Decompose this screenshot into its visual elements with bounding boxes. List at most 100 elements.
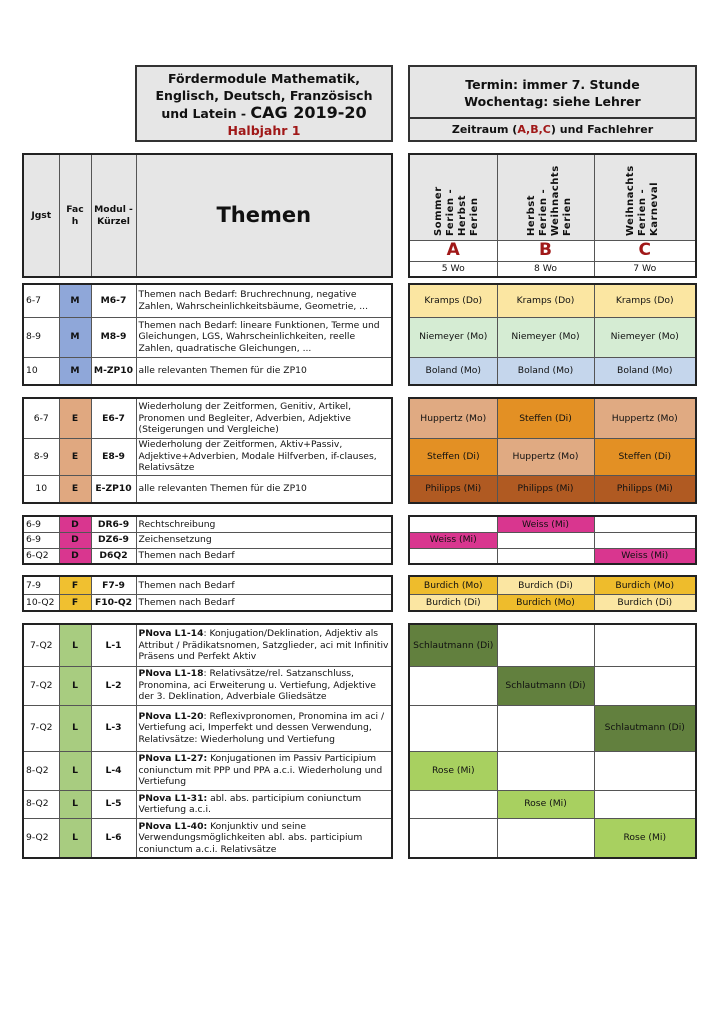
schedule-row: Weiss (Mi) [408,531,697,549]
jgst-cell: 7-Q2 [22,623,60,667]
schedule-row: Philipps (Mi) Philipps (Mi) Philipps (Mi) [408,474,697,504]
teacher-cell-c: Huppertz (Mo) [593,397,697,439]
modul-cell: E-ZP10 [90,474,137,504]
themen-text: alle relevanten Themen für die ZP10 [138,365,307,376]
teacher-cell-a: Philipps (Mi) [408,474,498,504]
fach-cell: E [58,397,92,439]
jgst-cell: 9-Q2 [22,817,60,859]
schedule-row: Weiss (Mi) [408,515,697,533]
module-row: 8-9 E E8-9 Wiederholung der Zeitformen, … [22,437,393,476]
jgst-cell: 6-Q2 [22,547,60,565]
period-a-name: Sommer Ferien - Herbst Ferien [433,186,481,237]
teacher-cell-c: Philipps (Mi) [593,474,697,504]
teacher-cell-c [593,789,697,819]
schedule-row: Niemeyer (Mo) Niemeyer (Mo) Niemeyer (Mo) [408,316,697,358]
right-header-table: Sommer Ferien - Herbst Ferien Herbst Fer… [408,153,697,278]
module-row: 8-Q2 L L-4 PNova L1-27: Konjugationen im… [22,750,393,791]
modul-cell: L-4 [90,750,137,791]
jgst-cell: 6-9 [22,531,60,549]
themen-text: abl. abs. participium coniunctum Vertief… [138,792,362,816]
module-row: 6-7 E E6-7 Wiederholung der Zeitformen, … [22,397,393,439]
fach-cell: E [58,437,92,476]
themen-cell: Themen nach Bedarf: Bruchrechnung, negat… [135,283,393,318]
themen-cell: Wiederholung der Zeitformen, Genitiv, Ar… [135,397,393,439]
title-box: Fördermodule Mathematik, Englisch, Deuts… [135,65,393,142]
title-subtitle: Halbjahr 1 [227,123,301,138]
teacher-cell-a: Huppertz (Mo) [408,397,498,439]
header-fach: Fac h [58,153,92,278]
themen-bold: PNova L1-31: [138,792,208,804]
teacher-cell-b: Rose (Mi) [496,789,595,819]
themen-cell: PNova L1-18: Relativsätze/rel. Satzansch… [135,665,393,706]
title-line-3-text: und Latein - [161,106,251,121]
themen-bold: PNova L1-40: [138,820,208,832]
modul-cell: L-6 [90,817,137,859]
teacher-cell-c [593,623,697,667]
modul-cell: M6-7 [90,283,137,318]
themen-text: Wiederholung der Zeitformen, Aktiv+Passi… [138,439,377,474]
module-row: 10 E E-ZP10 alle relevanten Themen für d… [22,474,393,504]
header-jgst: Jgst [22,153,60,278]
themen-bold: PNova L1-14 [138,628,204,639]
title-line-2: Englisch, Deutsch, Französisch [155,88,373,103]
module-row: 9-Q2 L L-6 PNova L1-40: Konjunktiv und s… [22,817,393,859]
teacher-cell-a [408,665,498,706]
themen-bold: PNova L1-27: [138,753,208,765]
modul-cell: DZ6-9 [90,531,137,549]
themen-text: : Reflexivpronomen, Pronomina im aci / V… [138,710,385,745]
teacher-cell-c [593,665,697,706]
period-a-name-cell: Sommer Ferien - Herbst Ferien [408,153,498,241]
schedule-row: Burdich (Di) Burdich (Mo) Burdich (Di) [408,593,697,612]
themen-cell: PNova L1-27: Konjugationen im Passiv Par… [135,750,393,791]
module-row: 10 M M-ZP10 alle relevanten Themen für d… [22,356,393,386]
period-b-weeks: 8 Wo [496,260,595,278]
modul-cell: DR6-9 [90,515,137,533]
header-modul: Modul - Kürzel [90,153,137,278]
teacher-cell-a: Rose (Mi) [408,750,498,791]
themen-text: Themen nach Bedarf: lineare Funktionen, … [138,319,380,354]
modul-cell: D6Q2 [90,547,137,565]
themen-text: Zeichensetzung [138,534,212,546]
teacher-cell-c: Steffen (Di) [593,437,697,476]
schedule-row: Rose (Mi) [408,817,697,859]
jgst-cell: 10 [22,474,60,504]
title-line-1: Fördermodule Mathematik, [168,71,360,86]
module-row: 8-Q2 L L-5 PNova L1-31: abl. abs. partic… [22,789,393,819]
themen-text: Themen nach Bedarf: Bruchrechnung, negat… [138,289,369,312]
teacher-cell-a [408,817,498,859]
teacher-cell-b [496,704,595,752]
title-year: CAG 2019-20 [250,103,367,122]
themen-cell: Themen nach Bedarf [135,593,393,612]
title-line-3: und Latein - CAG 2019-20 [137,104,391,122]
module-table: 7-Q2 L L-1 PNova L1-14: Konjugation/Dekl… [22,623,393,859]
themen-text: Konjugationen im Passiv Participium coni… [138,753,383,788]
fach-cell: D [58,531,92,549]
themen-text: Themen nach Bedarf [138,596,235,608]
module-row: 7-Q2 L L-3 PNova L1-20: Reflexivpronomen… [22,704,393,752]
themen-text: Themen nach Bedarf [138,579,235,591]
teacher-cell-a: Niemeyer (Mo) [408,316,498,358]
termin-box: Termin: immer 7. Stunde Wochentag: siehe… [408,65,697,119]
period-c-letter: C [593,239,697,262]
zeitraum-box: Zeitraum (A,B,C) und Fachlehrer [408,117,697,142]
jgst-cell: 8-Q2 [22,750,60,791]
jgst-cell: 10 [22,356,60,386]
module-table: 6-9 D DR6-9 Rechtschreibung 6-9 D DZ6-9 Z… [22,515,393,565]
schedule-table: Huppertz (Mo) Steffen (Di) Huppertz (Mo) St… [408,397,697,504]
period-a-weeks: 5 Wo [408,260,498,278]
jgst-cell: 8-Q2 [22,789,60,819]
period-a-letter: A [408,239,498,262]
modul-cell: F10-Q2 [90,593,137,612]
fach-cell: L [58,789,92,819]
themen-bold: PNova L1-18 [138,668,204,680]
module-table: 6-7 M M6-7 Themen nach Bedarf: Bruchrech… [22,283,393,386]
fach-cell: M [58,316,92,358]
teacher-cell-b: Weiss (Mi) [496,515,595,533]
jgst-cell: 7-Q2 [22,665,60,706]
themen-cell: Themen nach Bedarf [135,547,393,565]
module-table: 6-7 E E6-7 Wiederholung der Zeitformen, … [22,397,393,504]
teacher-cell-c: Kramps (Do) [593,283,697,318]
jgst-cell: 7-Q2 [22,704,60,752]
themen-cell: Rechtschreibung [135,515,393,533]
period-b-letter: B [496,239,595,262]
